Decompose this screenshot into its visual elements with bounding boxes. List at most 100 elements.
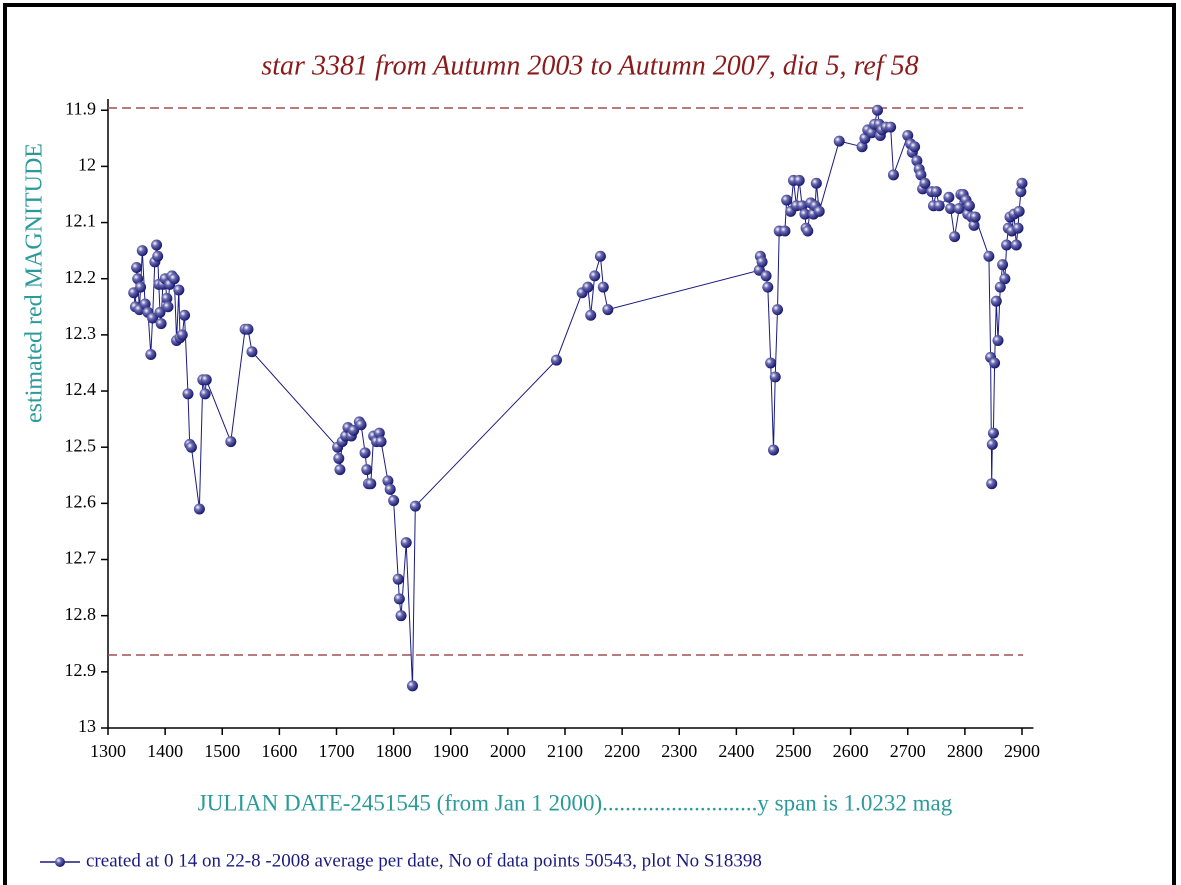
x-tick-label: 1800 <box>376 741 412 761</box>
y-tick-label: 12.5 <box>65 435 97 455</box>
data-point <box>154 306 166 318</box>
series-line <box>133 110 1023 686</box>
y-tick-label: 11.9 <box>65 98 96 118</box>
data-point <box>765 357 777 369</box>
data-point <box>406 680 418 692</box>
x-tick-label: 2900 <box>1004 741 1040 761</box>
x-tick-label: 2500 <box>776 741 812 761</box>
data-point <box>1013 205 1025 217</box>
data-point <box>953 203 965 215</box>
data-point <box>373 427 385 439</box>
data-point <box>395 610 407 622</box>
y-tick-label: 12.9 <box>65 660 97 680</box>
data-point <box>168 273 180 285</box>
data-point <box>161 292 173 304</box>
data-point <box>139 298 151 310</box>
data-point <box>225 436 237 448</box>
data-point <box>833 135 845 147</box>
x-tick-label: 2200 <box>604 741 640 761</box>
data-point <box>1015 186 1027 198</box>
data-point <box>986 438 998 450</box>
data-point <box>779 225 791 237</box>
data-point <box>997 259 1009 271</box>
data-point <box>949 231 961 243</box>
data-point <box>597 281 609 293</box>
data-point <box>945 203 957 215</box>
data-point <box>987 427 999 439</box>
data-point <box>173 284 185 296</box>
data-point <box>131 261 143 273</box>
data-point <box>802 225 814 237</box>
data-point <box>911 155 923 167</box>
x-tick-label: 1400 <box>147 741 183 761</box>
x-tick-label: 1600 <box>261 741 297 761</box>
data-point <box>176 329 188 341</box>
data-point <box>199 388 211 400</box>
data-point <box>983 250 995 262</box>
data-point <box>200 374 212 386</box>
y-tick-label: 12.4 <box>65 379 97 399</box>
data-point <box>902 130 914 142</box>
data-point <box>762 281 774 293</box>
legend-marker <box>55 857 65 867</box>
legend-label: created at 0 14 on 22-8 -2008 average pe… <box>86 850 762 871</box>
data-point <box>1001 239 1013 251</box>
data-point <box>193 503 205 515</box>
data-point <box>185 441 197 453</box>
data-point <box>602 304 614 316</box>
data-point <box>992 334 1004 346</box>
chart-title: star 3381 from Autumn 2003 to Autumn 200… <box>261 50 918 81</box>
y-tick-label: 12.6 <box>65 491 97 511</box>
data-point <box>919 177 931 189</box>
data-point <box>915 169 927 181</box>
data-point <box>796 200 808 212</box>
data-point <box>856 141 868 153</box>
data-point <box>594 250 606 262</box>
y-tick-label: 13 <box>78 716 96 736</box>
data-point <box>994 281 1006 293</box>
data-point <box>769 371 781 383</box>
data-point <box>359 447 371 459</box>
data-point <box>986 478 998 490</box>
legend: created at 0 14 on 22-8 -2008 average pe… <box>40 850 762 871</box>
data-point <box>382 475 394 487</box>
data-point <box>585 309 597 321</box>
x-tick-label: 2000 <box>490 741 526 761</box>
data-point <box>392 573 404 585</box>
data-point <box>810 177 822 189</box>
frame <box>3 3 1176 885</box>
data-point <box>772 304 784 316</box>
data-point <box>152 250 164 262</box>
data-point <box>930 186 942 198</box>
data-point <box>1016 177 1028 189</box>
data-point <box>871 104 883 116</box>
data-point <box>793 174 805 186</box>
data-point <box>179 309 191 321</box>
x-tick-label: 1300 <box>90 741 126 761</box>
x-tick-label: 2100 <box>547 741 583 761</box>
data-point <box>582 281 594 293</box>
x-tick-label: 2300 <box>661 741 697 761</box>
data-point <box>155 318 167 330</box>
data-point <box>799 208 811 220</box>
data-point <box>365 478 377 490</box>
data-point <box>885 121 897 133</box>
x-tick-label: 2400 <box>718 741 754 761</box>
data-point <box>151 239 163 251</box>
data-point <box>136 245 148 257</box>
data-point <box>145 349 157 361</box>
data-point <box>866 127 878 139</box>
data-point <box>756 256 768 268</box>
y-tick-label: 12.3 <box>65 323 97 343</box>
data-point <box>361 464 373 476</box>
y-axis-label: estimated red MAGNITUDE <box>22 143 48 423</box>
x-axis-label: JULIAN DATE-2451545 (from Jan 1 2000)...… <box>198 790 953 815</box>
x-tick-label: 2800 <box>947 741 983 761</box>
data-point <box>393 593 405 605</box>
y-tick-label: 12.1 <box>65 211 97 231</box>
data-point <box>162 301 174 313</box>
data-point <box>1012 222 1024 234</box>
data-point <box>943 191 955 203</box>
data-point <box>768 444 780 456</box>
data-point <box>963 200 975 212</box>
